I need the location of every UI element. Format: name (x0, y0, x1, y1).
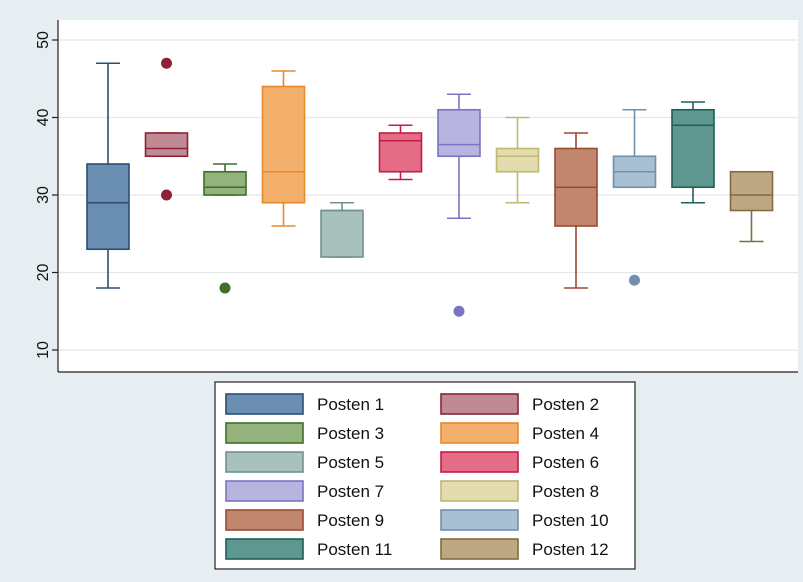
box-12 (729, 170, 774, 243)
box-3 (203, 163, 247, 294)
box-2 (144, 57, 189, 201)
legend-swatch (225, 538, 304, 560)
legend-label: Posten 2 (532, 395, 599, 414)
iqr-box (320, 209, 364, 258)
iqr-box (378, 132, 423, 173)
y-tick-label: 40 (35, 109, 52, 127)
legend-item: Posten 8 (440, 480, 599, 502)
iqr-box (144, 132, 189, 158)
iqr-box (86, 163, 130, 251)
boxes (86, 57, 774, 317)
iqr-box (437, 108, 481, 158)
legend-label: Posten 11 (317, 540, 392, 559)
legend-item: Posten 11 (225, 538, 392, 560)
legend-swatch (440, 451, 519, 473)
legend-label: Posten 5 (317, 453, 384, 472)
iqr-box (671, 108, 715, 189)
legend-label: Posten 12 (532, 540, 609, 559)
outlier-point (161, 189, 172, 201)
legend-label: Posten 3 (317, 424, 384, 443)
box-5 (320, 201, 364, 258)
legend-swatch (225, 451, 304, 473)
box-4 (261, 70, 306, 227)
legend-swatch (440, 480, 519, 502)
legend-label: Posten 8 (532, 482, 599, 501)
legend-item: Posten 3 (225, 422, 384, 444)
outlier-point (453, 305, 465, 317)
legend-item: Posten 4 (440, 422, 599, 444)
outlier-point (161, 57, 172, 69)
legend-swatch (225, 480, 304, 502)
legend-label: Posten 4 (532, 424, 599, 443)
box-8 (495, 116, 540, 204)
y-axis: 10 20 30 40 50 (35, 20, 798, 373)
y-tick-label: 50 (35, 31, 52, 49)
iqr-box (729, 170, 774, 212)
outlier-point (629, 274, 640, 286)
legend: Posten 1 Posten 2 Posten 3 Posten 4 Posten 5… (214, 381, 636, 570)
legend-item: Posten 5 (225, 451, 384, 473)
legend-swatch (440, 422, 519, 444)
legend-swatch (440, 393, 519, 415)
y-tick-label: 30 (35, 186, 52, 204)
box-6 (378, 124, 423, 181)
box-9 (554, 132, 598, 289)
iqr-box (495, 147, 540, 173)
legend-swatch (225, 393, 304, 415)
legend-item: Posten 6 (440, 451, 599, 473)
legend-item: Posten 2 (440, 393, 599, 415)
outlier-point (219, 282, 231, 294)
legend-item: Posten 9 (225, 509, 384, 531)
iqr-box (203, 170, 247, 196)
legend-swatch (440, 538, 519, 560)
box-1 (86, 62, 130, 289)
legend-swatch (440, 509, 519, 531)
legend-label: Posten 7 (317, 482, 384, 501)
legend-swatch (225, 509, 304, 531)
box-11 (671, 101, 715, 204)
legend-swatch (225, 422, 304, 444)
legend-label: Posten 1 (317, 395, 384, 414)
legend-item: Posten 12 (440, 538, 609, 560)
iqr-box (261, 85, 306, 204)
legend-item: Posten 10 (440, 509, 609, 531)
legend-item: Posten 7 (225, 480, 384, 502)
y-tick-label: 20 (35, 264, 52, 282)
y-tick-label: 10 (35, 341, 52, 359)
legend-label: Posten 9 (317, 511, 384, 530)
plot-area (58, 20, 798, 372)
legend-label: Posten 6 (532, 453, 599, 472)
box-10 (612, 108, 657, 286)
box-7 (437, 93, 481, 317)
legend-item: Posten 1 (225, 393, 384, 415)
legend-label: Posten 10 (532, 511, 609, 530)
